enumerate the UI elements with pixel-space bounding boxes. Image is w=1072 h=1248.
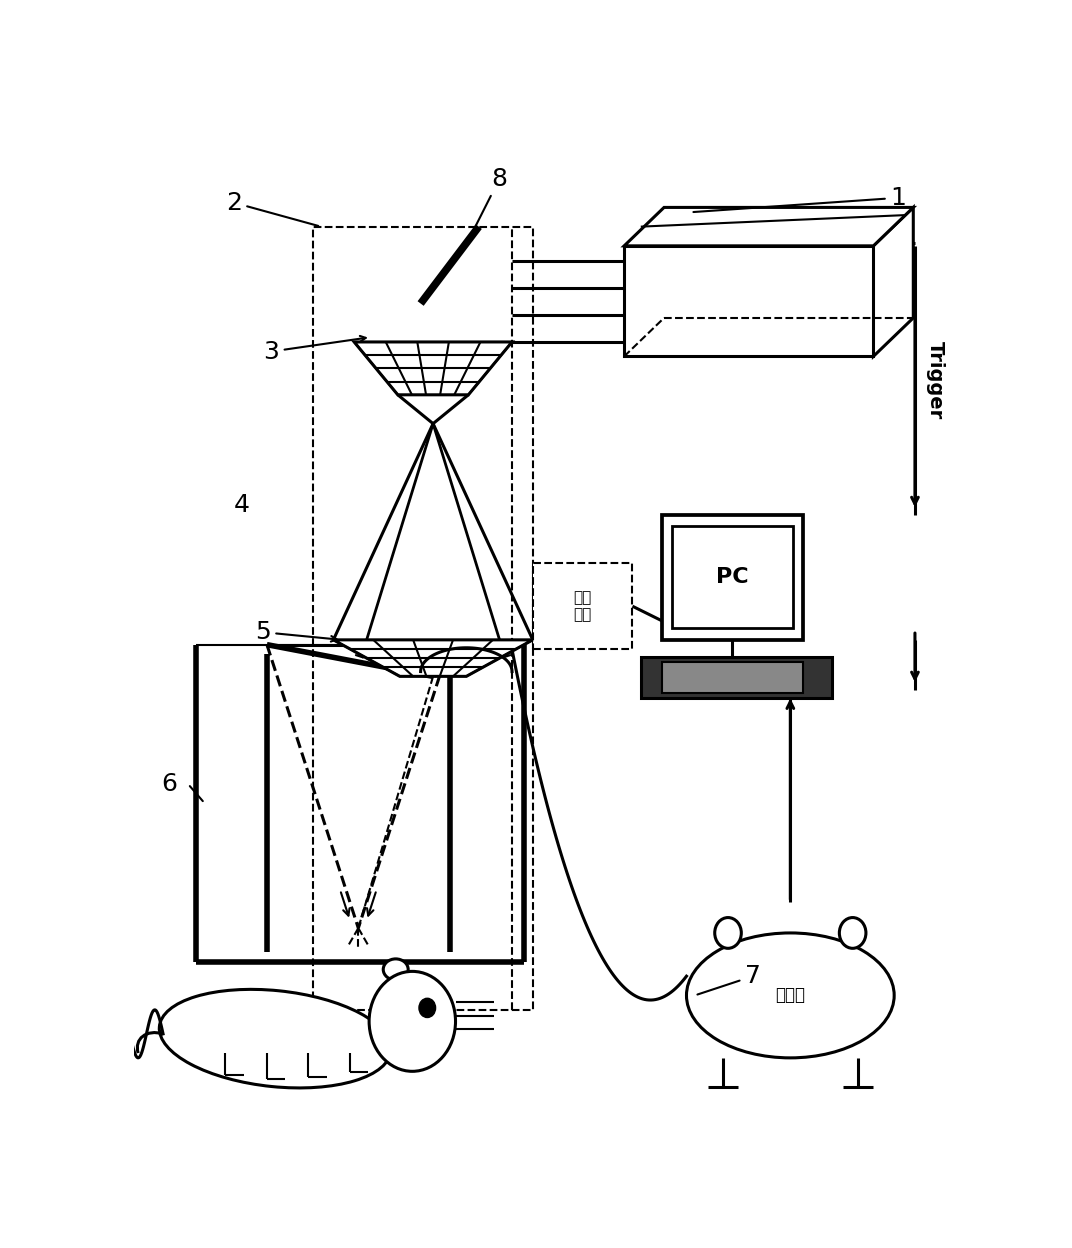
Polygon shape — [333, 640, 533, 676]
Bar — [661, 515, 803, 640]
Text: 7: 7 — [698, 965, 761, 995]
Circle shape — [839, 917, 866, 948]
Bar — [671, 527, 793, 628]
Text: 3: 3 — [263, 336, 366, 363]
Bar — [661, 661, 803, 693]
Bar — [624, 246, 874, 357]
Text: 2: 2 — [226, 191, 318, 226]
Text: 5: 5 — [255, 620, 337, 644]
Text: 步进
电机: 步进 电机 — [574, 590, 592, 623]
Text: 放大器: 放大器 — [775, 986, 805, 1005]
Circle shape — [715, 917, 742, 948]
Text: 8: 8 — [472, 166, 507, 233]
Polygon shape — [624, 207, 913, 246]
Text: 6: 6 — [161, 773, 177, 796]
Bar — [641, 658, 832, 698]
Ellipse shape — [160, 990, 391, 1088]
Text: 1: 1 — [694, 186, 906, 212]
Bar — [533, 563, 632, 649]
Text: PC: PC — [716, 568, 748, 588]
Text: Trigger: Trigger — [926, 341, 946, 419]
Text: 4: 4 — [234, 493, 250, 518]
Polygon shape — [874, 207, 913, 357]
Ellipse shape — [686, 934, 894, 1058]
Circle shape — [419, 998, 435, 1017]
Polygon shape — [354, 342, 512, 394]
Bar — [313, 227, 533, 1010]
Circle shape — [369, 971, 456, 1071]
Ellipse shape — [384, 958, 408, 980]
